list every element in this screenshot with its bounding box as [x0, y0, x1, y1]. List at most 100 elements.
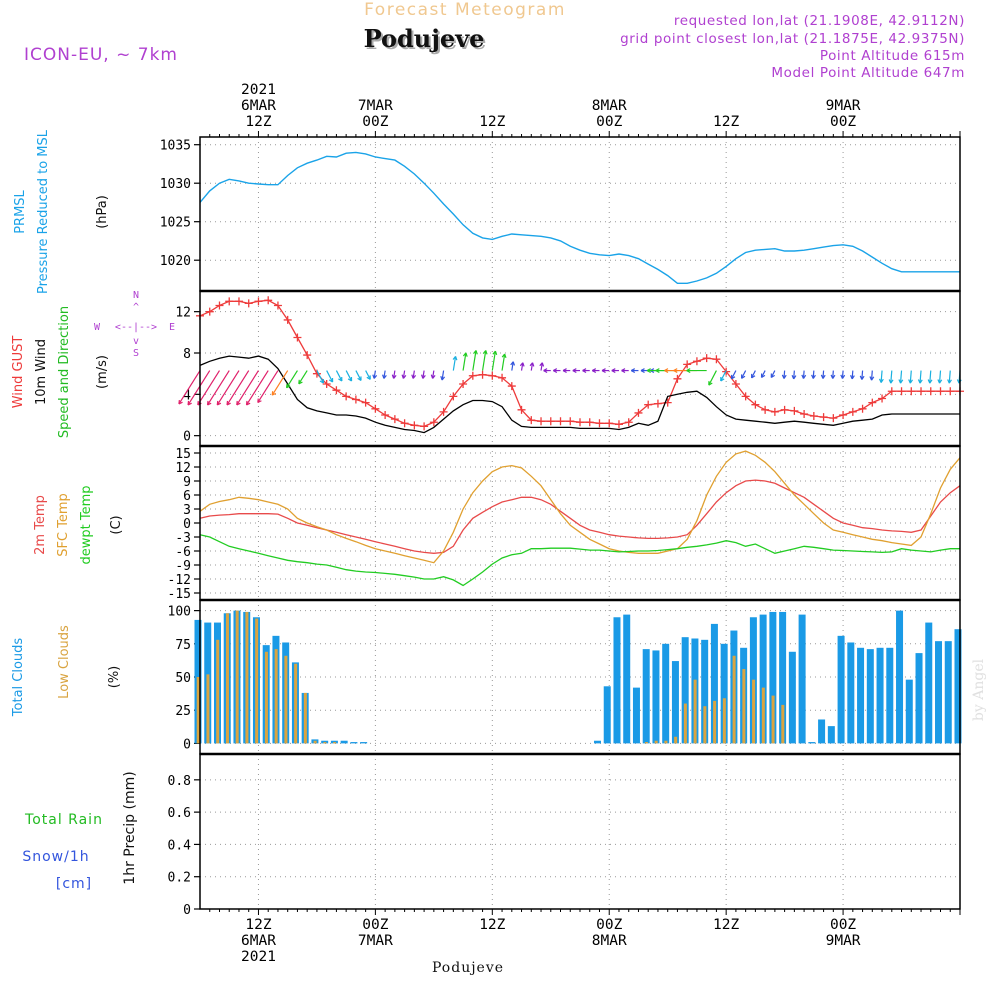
wind-arrow: [741, 370, 747, 379]
gust-point-marker: [809, 412, 818, 421]
wind-arrow: [365, 370, 371, 380]
low-cloud-bar: [303, 692, 307, 744]
compass-e: E: [169, 322, 175, 333]
gust-point-marker: [468, 371, 477, 380]
wind-arrow: [226, 370, 250, 406]
wind-arrow: [197, 370, 220, 406]
gust-point-marker: [634, 408, 643, 417]
low-cloud-bar: [196, 677, 200, 744]
bottom-time-label: 8MAR: [592, 933, 627, 949]
cloud-unit-label: (%): [107, 666, 122, 689]
wind-arrow: [207, 370, 230, 406]
wind-arrow-head: [271, 391, 277, 396]
gust-point-marker: [283, 315, 292, 324]
total-cloud-bar: [876, 647, 884, 744]
wind-arrow: [720, 370, 727, 382]
bottom-time-label: 00Z: [596, 917, 622, 933]
wind-arrow: [452, 356, 457, 371]
gust-point-marker: [234, 297, 243, 306]
total-cloud-bar: [896, 610, 904, 744]
ytick-label: -15: [168, 587, 191, 602]
gust-point-marker: [644, 400, 653, 409]
pressure-ylabel: PRMSL Pressure Reduced to MSL (hPa): [13, 129, 110, 294]
compass-n: N: [133, 290, 139, 301]
low-cloud-bar: [713, 700, 717, 744]
low-cloud-bar: [674, 736, 678, 744]
wind-arrow-head: [372, 374, 378, 379]
ytick-label: 1020: [160, 254, 191, 269]
wind-arrow-head: [473, 350, 478, 355]
gust-point-marker: [429, 418, 438, 427]
total-cloud-bar: [818, 719, 826, 744]
total-cloud-bar: [759, 614, 767, 744]
wind-arrow: [880, 370, 883, 383]
bottom-time-label: 6MAR: [241, 933, 276, 949]
wind-arrow-head: [791, 375, 797, 380]
wind-arrow: [326, 370, 334, 383]
gust-point-marker: [585, 418, 594, 427]
wind-arrow-head: [708, 381, 713, 386]
wind-arrow: [948, 370, 951, 384]
wind-arrow: [462, 352, 467, 371]
wind-arrow-head: [908, 379, 914, 384]
low-cloud-bar: [732, 655, 736, 744]
total-cloud-bar: [701, 639, 709, 744]
low-cloud-bar: [235, 610, 239, 744]
wind-arrow-head: [187, 400, 192, 406]
total-cloud-bar: [642, 649, 650, 744]
gust-point-marker: [537, 417, 546, 426]
gust-point-marker: [907, 387, 916, 396]
gust-point-marker: [381, 411, 390, 419]
gust-series-line: [199, 299, 960, 428]
ytick-label: 0.2: [168, 871, 191, 886]
wind-arrow-head: [285, 383, 291, 389]
wind-series-line: [199, 355, 960, 434]
top-time-label: 8MAR: [592, 98, 627, 114]
gust-point-marker: [858, 404, 867, 413]
wind-arrow-head: [611, 368, 616, 374]
low-cloud-bar: [225, 613, 229, 744]
wind-arrow-head: [781, 374, 787, 379]
top-time-label: 12Z: [479, 114, 505, 130]
total-cloud-bar: [603, 686, 611, 744]
ytick-label: 100: [168, 605, 191, 620]
total-cloud-bar: [593, 740, 601, 744]
wind-arrow-head: [216, 400, 222, 406]
wind-arrow-head: [501, 353, 507, 359]
gust-point-marker: [322, 380, 331, 388]
wind-arrow-head: [319, 379, 325, 384]
wind-arrow: [751, 370, 756, 379]
wind-arrow-head: [869, 376, 875, 381]
gust-point-marker: [887, 387, 896, 396]
low-cloud-bar: [654, 740, 658, 744]
gust-point-marker: [576, 418, 584, 427]
wind-arrow: [383, 370, 386, 379]
low-cloud-bar: [284, 655, 288, 744]
low-cloud-bar: [683, 703, 687, 744]
wind-panel: 0 4 8 12: [175, 296, 964, 445]
gust-point-marker: [225, 297, 234, 306]
gust-point-marker: [692, 357, 701, 366]
low-cloud-bar: [245, 611, 249, 744]
location-title-shadow: Podujeve: [366, 26, 487, 55]
snow-label: Snow/1h: [22, 849, 89, 865]
total-cloud-bar: [808, 742, 816, 744]
ytick-label: 0: [183, 903, 191, 918]
wind-ylabel: Wind GUST 10m Wind Speed and Direction (…: [11, 306, 110, 438]
wind-arrow-head: [382, 374, 387, 379]
gust-point-marker: [342, 392, 351, 401]
ytick-label: 3: [183, 503, 191, 518]
gust-point-marker: [868, 398, 877, 407]
location-title: Podujeve: [364, 24, 485, 53]
wind-arrow-head: [553, 368, 558, 374]
low-cloud-bar: [644, 742, 648, 744]
total-cloud-bar: [944, 641, 952, 744]
wind-arrow: [929, 370, 932, 384]
wind-arrow: [257, 370, 279, 403]
wind-arrow: [345, 370, 353, 382]
temp-ylabel: 2m Temp SFC Temp dewpt Temp (C): [33, 485, 124, 564]
bottom-time-label: 00Z: [830, 917, 856, 933]
bottom-time-label: 12Z: [245, 917, 271, 933]
total-cloud-bar: [866, 649, 874, 744]
